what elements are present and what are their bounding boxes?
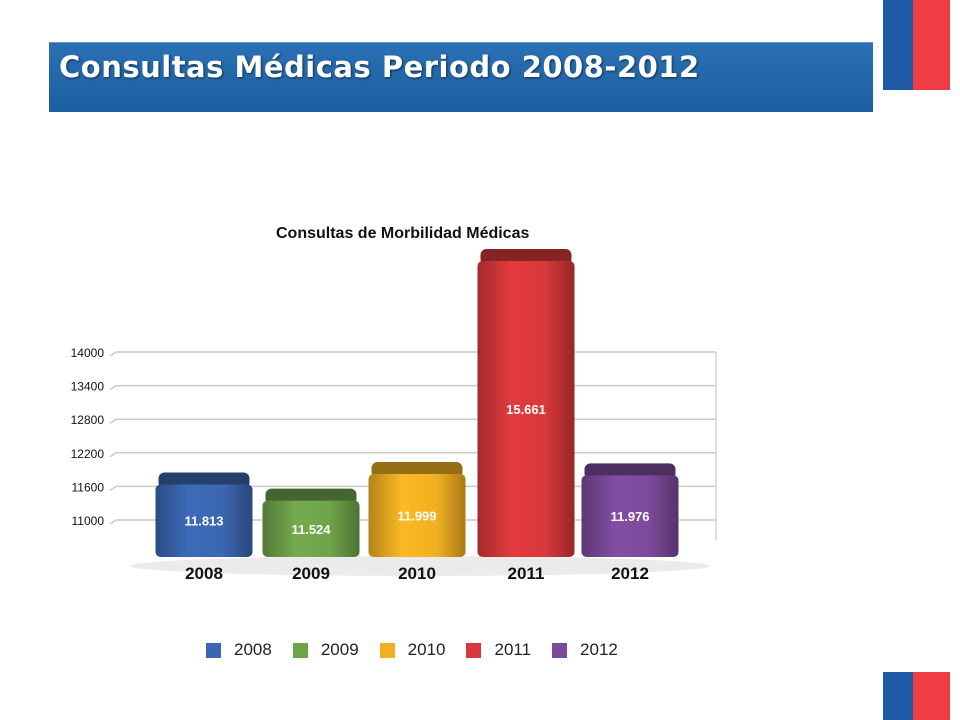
flag-red-stripe xyxy=(913,0,950,90)
legend-swatch xyxy=(379,642,395,658)
legend-item: 2010 xyxy=(379,640,446,660)
flag-blue-stripe xyxy=(883,672,913,720)
bar-2012 xyxy=(581,475,679,557)
legend-item: 2011 xyxy=(466,640,531,660)
flag-red-stripe xyxy=(913,672,950,720)
page-title: Consultas Médicas Periodo 2008-2012 xyxy=(59,50,700,84)
y-tick-label: 14000 xyxy=(71,346,105,360)
legend-item: 2012 xyxy=(552,640,618,660)
legend-label: 2008 xyxy=(234,640,272,659)
legend-label: 2012 xyxy=(580,640,618,659)
gridline-depth xyxy=(109,351,117,357)
legend-label: 2009 xyxy=(320,640,359,659)
bar-value-label: 11.999 xyxy=(397,509,436,524)
chart-legend: 2008 2009 2010 2011 2012 xyxy=(206,640,639,660)
x-category-label: 2008 xyxy=(185,564,223,583)
legend-label: 2011 xyxy=(494,640,532,659)
gridline-depth xyxy=(109,485,117,492)
y-tick-label: 11600 xyxy=(72,480,105,494)
gridline-depth xyxy=(109,452,117,458)
legend-swatch xyxy=(552,642,568,658)
bar-value-label: 11.524 xyxy=(291,522,331,537)
legend-swatch xyxy=(466,642,482,658)
bar-value-label: 15.661 xyxy=(506,402,546,417)
x-category-label: 2012 xyxy=(611,564,649,583)
flag-emblem-bottom xyxy=(883,672,950,720)
bar-value-label: 11.813 xyxy=(184,514,223,529)
legend-swatch xyxy=(206,642,221,658)
y-tick-label: 11000 xyxy=(72,514,105,528)
gridline-depth xyxy=(109,519,117,525)
y-tick-label: 12200 xyxy=(71,447,105,461)
x-category-label: 2010 xyxy=(398,564,436,583)
flag-emblem-top xyxy=(883,0,950,90)
legend-label: 2010 xyxy=(407,640,446,659)
y-tick-label: 13400 xyxy=(71,380,105,394)
chart-title: Consultas de Morbilidad Médicas xyxy=(276,225,530,242)
gridline-depth xyxy=(109,418,117,424)
gridline-depth xyxy=(109,384,117,391)
bar-2011 xyxy=(477,260,575,557)
legend-swatch xyxy=(292,642,308,658)
legend-item: 2009 xyxy=(292,640,359,660)
flag-blue-stripe xyxy=(883,0,913,90)
floor-shadow xyxy=(130,556,710,576)
legend-item: 2008 xyxy=(206,640,272,660)
bar-2010 xyxy=(368,474,466,557)
bar-value-label: 11.976 xyxy=(610,509,649,524)
bar-2009 xyxy=(262,500,360,557)
title-banner: Consultas Médicas Periodo 2008-2012 xyxy=(49,42,873,112)
x-category-label: 2011 xyxy=(508,564,545,583)
bar-2008 xyxy=(155,484,253,557)
x-category-label: 2009 xyxy=(292,564,330,583)
y-tick-label: 12800 xyxy=(71,413,105,427)
